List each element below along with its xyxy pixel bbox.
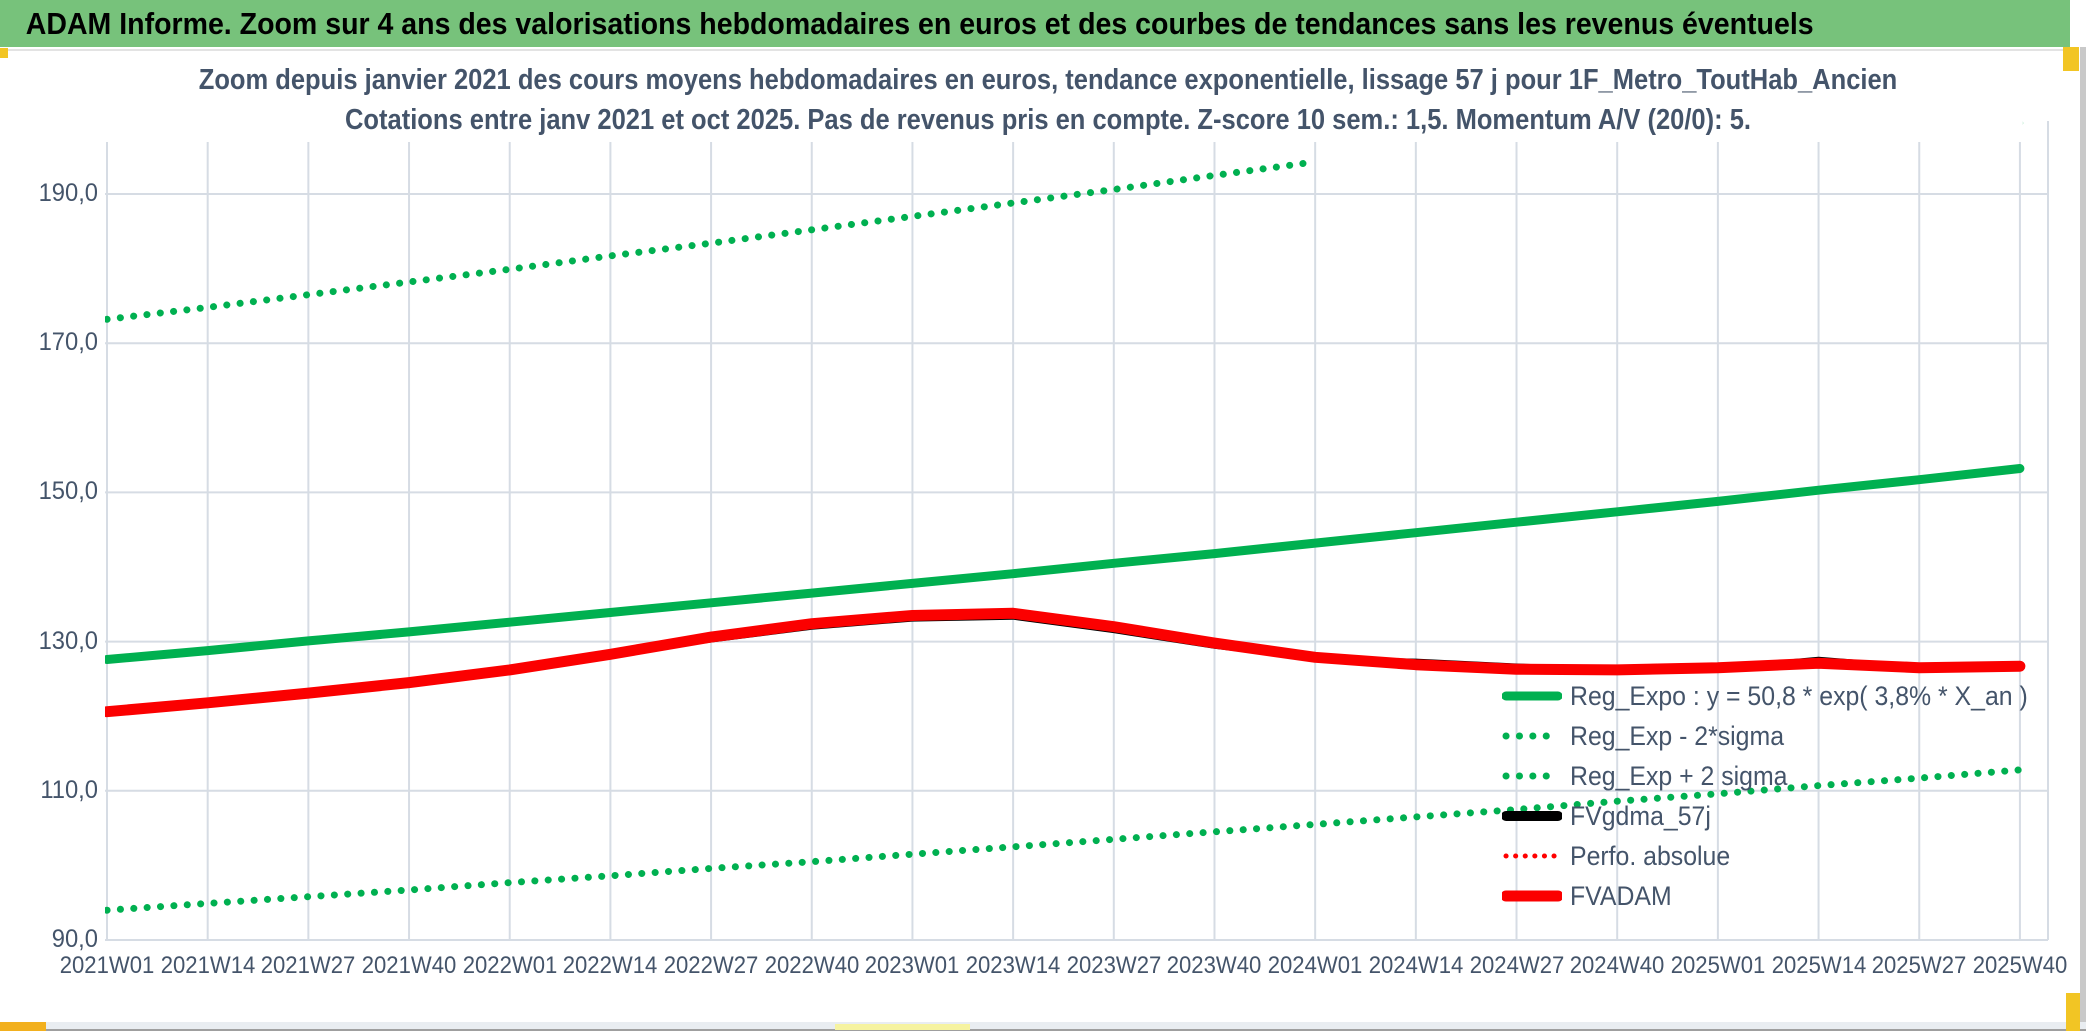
- x-tick-label: 2023W01: [865, 952, 960, 979]
- y-tick-label: 130,0: [38, 626, 98, 655]
- yellow-cell-bottom-right: [2066, 993, 2080, 1031]
- x-tick-label: 2022W01: [462, 952, 557, 979]
- legend-swatch: [1502, 811, 1562, 821]
- x-tick-label: 2024W01: [1267, 952, 1363, 979]
- legend-item[interactable]: FVgdma_57j: [1502, 796, 2068, 836]
- x-tick-label: 2024W14: [1368, 952, 1464, 979]
- y-tick-label: 110,0: [40, 775, 98, 804]
- legend-label: Reg_Exp - 2*sigma: [1570, 720, 1785, 751]
- y-tick-label: 150,0: [38, 477, 98, 506]
- y-tick-label: 170,0: [38, 328, 98, 357]
- chart-title-block[interactable]: Zoom depuis janvier 2021 des cours moyen…: [72, 58, 2024, 142]
- x-tick-label: 2021W40: [361, 952, 457, 979]
- y-tick-label: 190,0: [38, 179, 98, 207]
- bottom-strip: [0, 1022, 2086, 1029]
- series-5: [105, 607, 2026, 718]
- x-tick-label: 2022W14: [563, 952, 658, 979]
- legend-item[interactable]: Reg_Expo : y = 50,8 * exp( 3,8% * X_an ): [1502, 676, 2068, 716]
- header-title: ADAM Informe. Zoom sur 4 ans des valoris…: [25, 6, 1814, 41]
- x-tick-label: 2022W40: [764, 952, 860, 979]
- x-tick-label: 2021W01: [59, 952, 155, 979]
- x-tick-label: 2025W40: [1972, 952, 2068, 979]
- x-tick-label: 2021W14: [160, 952, 255, 979]
- legend-label: Reg_Exp + 2 sigma: [1570, 760, 1788, 791]
- header-bar: ADAM Informe. Zoom sur 4 ans des valoris…: [0, 0, 2070, 47]
- x-tick-label: 2025W14: [1771, 952, 1866, 979]
- series-1: [105, 766, 2024, 914]
- legend-item[interactable]: FVADAM: [1502, 876, 2068, 916]
- x-tick-label: 2025W01: [1670, 952, 1766, 979]
- series-2: [105, 158, 1319, 323]
- x-tick-label: 2023W40: [1167, 952, 1262, 979]
- chart-title: Zoom depuis janvier 2021 des cours moyen…: [198, 64, 1898, 96]
- x-tick-label: 2022W27: [663, 952, 759, 979]
- legend-label: Perfo. absolue: [1570, 840, 1731, 871]
- x-tick-label: 2024W27: [1469, 952, 1564, 979]
- yellow-cell-right-top: [2063, 47, 2079, 71]
- x-tick-label: 2023W14: [965, 952, 1061, 979]
- legend-label: Reg_Expo : y = 50,8 * exp( 3,8% * X_an ): [1570, 680, 2028, 711]
- window-right-border: [2080, 47, 2086, 1031]
- legend-item[interactable]: Perfo. absolue: [1502, 836, 2068, 876]
- chart-subtitle: Cotations entre janv 2021 et oct 2025. P…: [345, 104, 1751, 136]
- x-tick-label: 2024W40: [1569, 952, 1665, 979]
- legend-swatch: [1502, 890, 1562, 902]
- legend-swatch: [1502, 772, 1562, 780]
- yellow-cell-left: [0, 48, 8, 58]
- legend[interactable]: Reg_Expo : y = 50,8 * exp( 3,8% * X_an )…: [1502, 676, 2068, 916]
- legend-item[interactable]: Reg_Exp - 2*sigma: [1502, 716, 2068, 756]
- series-0: [105, 464, 2025, 664]
- legend-item[interactable]: Reg_Exp + 2 sigma: [1502, 756, 2068, 796]
- orange-cell-bottom-left: [0, 1022, 46, 1031]
- series-lines: [105, 121, 2026, 914]
- legend-label: FVADAM: [1570, 880, 1672, 911]
- x-tick-label: 2023W27: [1066, 952, 1162, 979]
- pale-yellow-cell-bottom: [835, 1024, 970, 1030]
- bottom-strip-border: [0, 1029, 2086, 1031]
- legend-swatch: [1503, 853, 1561, 859]
- gridlines: [105, 121, 2049, 941]
- x-tick-label: 2021W27: [261, 952, 356, 979]
- header-underline: [0, 49, 2070, 51]
- legend-swatch: [1502, 732, 1562, 740]
- legend-swatch: [1502, 691, 1562, 701]
- legend-label: FVgdma_57j: [1570, 800, 1711, 831]
- x-tick-label: 2025W27: [1871, 952, 1967, 979]
- y-tick-label: 90,0: [51, 925, 98, 953]
